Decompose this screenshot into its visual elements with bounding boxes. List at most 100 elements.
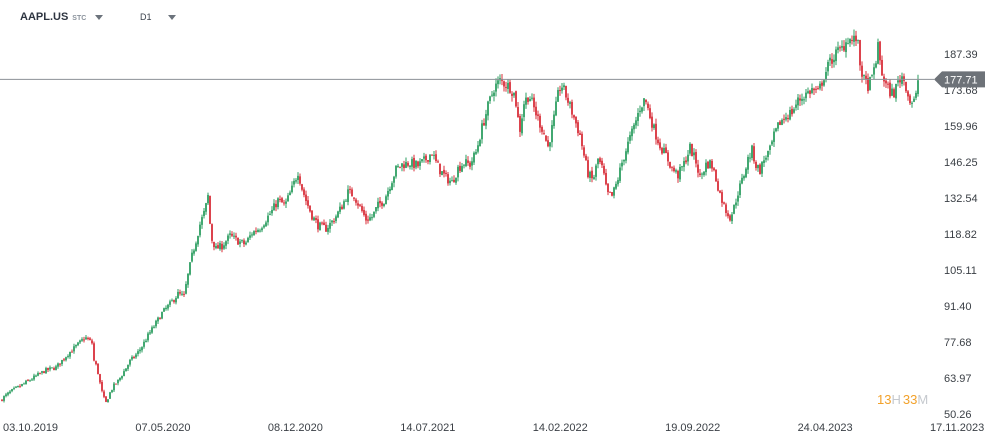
candle (187, 273, 189, 288)
candle (309, 205, 311, 213)
timeframe-selector[interactable]: D1 (140, 12, 176, 22)
candle (739, 180, 741, 198)
candle (611, 192, 613, 197)
candle (231, 231, 233, 237)
candle (593, 174, 595, 180)
candle (823, 79, 825, 87)
candle (55, 364, 57, 371)
candle (605, 168, 607, 186)
candle (145, 338, 147, 343)
candle (51, 367, 53, 369)
candle (119, 377, 121, 382)
candle (339, 202, 341, 215)
candle (431, 154, 433, 156)
candle (731, 211, 733, 224)
candle (847, 37, 849, 45)
candle (551, 120, 553, 148)
candle (707, 160, 709, 170)
candle (319, 221, 321, 231)
candle (157, 316, 159, 324)
candle (785, 112, 787, 122)
candle (479, 138, 481, 147)
candle (95, 360, 97, 366)
candle (775, 127, 777, 133)
candle (211, 223, 213, 244)
candle (361, 203, 363, 213)
candle (137, 349, 139, 357)
candle (613, 186, 615, 199)
candle (245, 240, 247, 246)
candle (689, 142, 691, 156)
candle (249, 231, 251, 240)
candle (439, 163, 441, 177)
candle (401, 163, 403, 172)
candle (221, 240, 223, 253)
candle (213, 241, 215, 251)
candle (109, 391, 111, 400)
candle (795, 99, 797, 111)
candle (743, 174, 745, 181)
candle (561, 82, 563, 94)
candle (829, 54, 831, 66)
candle (7, 391, 9, 397)
candle (655, 118, 657, 145)
candle (215, 243, 217, 250)
candle (819, 81, 821, 91)
y-tick-label: 173.68 (944, 85, 978, 97)
candle (123, 368, 125, 377)
candle (413, 154, 415, 172)
candle (491, 90, 493, 98)
candle (591, 166, 593, 183)
candle (857, 39, 859, 44)
candle (237, 237, 239, 245)
candle (799, 94, 801, 107)
candle (641, 106, 643, 114)
candle (503, 80, 505, 92)
candle (753, 142, 755, 164)
candle (103, 389, 105, 399)
candle (197, 235, 199, 247)
candle (675, 168, 677, 174)
candle (645, 99, 647, 105)
candle (291, 181, 293, 194)
candle (269, 210, 271, 216)
candle (669, 161, 671, 169)
candle (281, 196, 283, 203)
chart-toolbar: AAPL.US STC D1 (0, 0, 1000, 34)
candle (115, 383, 117, 385)
candle (783, 114, 785, 124)
candle (683, 157, 685, 172)
candle (445, 170, 447, 177)
candle (471, 157, 473, 171)
candle (255, 227, 257, 235)
candle (623, 159, 625, 166)
candle (511, 91, 513, 102)
candle (191, 249, 193, 263)
candle (155, 319, 157, 329)
x-tick-label: 17.11.2023 (930, 422, 984, 434)
candle (725, 202, 727, 217)
chevron-down-icon[interactable] (95, 15, 104, 20)
candle (917, 74, 919, 97)
candle (63, 357, 65, 362)
candle (571, 99, 573, 119)
candle (419, 158, 421, 170)
candle (129, 358, 131, 367)
candle (5, 392, 7, 398)
candle (359, 203, 361, 207)
candle (83, 336, 85, 343)
candle (57, 362, 59, 369)
candle (485, 109, 487, 130)
chevron-down-icon[interactable] (167, 15, 176, 20)
candle (23, 382, 25, 385)
candle (37, 371, 39, 377)
y-tick-label: 105.11 (944, 265, 977, 277)
candle (563, 82, 565, 90)
y-tick-label: 146.25 (944, 157, 978, 169)
candle (651, 112, 653, 132)
symbol-selector[interactable]: AAPL.US STC (20, 11, 104, 23)
candle (381, 201, 383, 209)
candle (807, 87, 809, 95)
candle (621, 159, 623, 171)
